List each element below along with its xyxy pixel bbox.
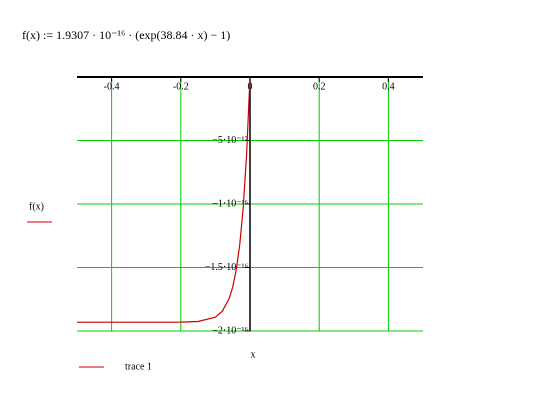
y-tick-label: −2·10⁻¹⁶: [212, 325, 248, 336]
x-tick-label: -0.2: [173, 81, 189, 92]
y-tick-label: −1·10⁻¹⁶: [212, 198, 248, 209]
x-axis-label: x: [251, 349, 256, 360]
line: [77, 77, 251, 323]
y-tick-label: −5·10⁻¹⁷: [212, 135, 248, 146]
x-tick-label: -0.4: [104, 81, 120, 92]
legend-label: trace 1: [125, 361, 152, 372]
formula: f(x) := 1.9307 · 10⁻¹⁶ · (exp(38.84 · x)…: [22, 28, 230, 42]
y-tick-label: −1.5·10⁻¹⁶: [205, 262, 249, 273]
y-axis-label: f(x): [29, 201, 44, 212]
x-tick-label: 0.2: [313, 81, 326, 92]
x-tick-label: 0.4: [382, 81, 395, 92]
series: [77, 77, 251, 323]
